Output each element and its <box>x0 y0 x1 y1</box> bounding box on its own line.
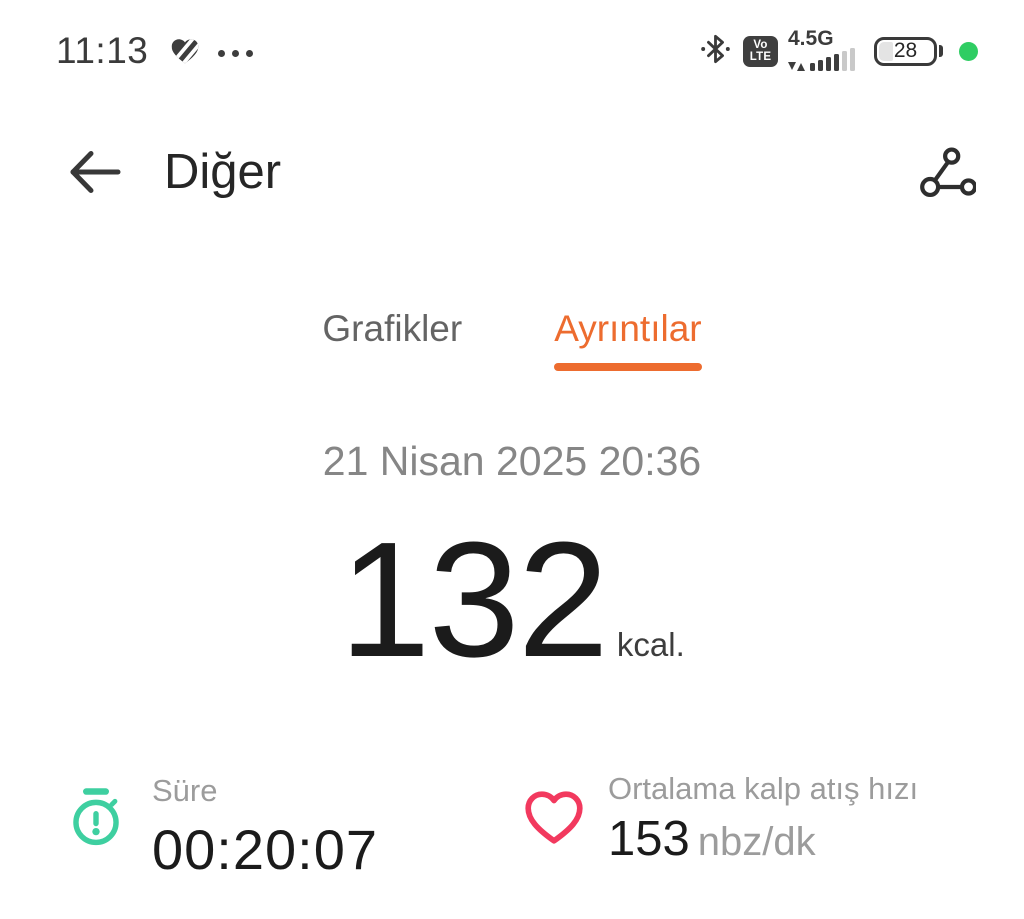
heart-rate-unit: nbz/dk <box>697 820 816 865</box>
status-bar: 11:13 <box>0 0 1024 88</box>
data-activity-arrows-icon <box>788 62 805 71</box>
session-datetime: 21 Nisan 2025 20:36 <box>322 438 702 484</box>
calories-value: 132 <box>339 508 609 691</box>
battery-icon: 28 <box>874 36 943 66</box>
tab-bar: Grafikler Ayrıntılar <box>0 308 1024 371</box>
arrow-left-icon <box>70 151 121 193</box>
notification-dots-icon <box>218 49 254 57</box>
bluetooth-icon <box>700 30 731 73</box>
back-button[interactable] <box>64 146 124 198</box>
tab-grafikler[interactable]: Grafikler <box>322 308 463 349</box>
page-title: Diğer <box>164 145 282 199</box>
heart-rate-stat: Ortalama kalp atış hızı 153 nbz/dk <box>522 770 918 867</box>
clock-time: 11:13 <box>56 30 149 71</box>
health-app-heart-icon <box>168 35 202 67</box>
duration-stat: Süre 00:20:07 <box>70 772 378 882</box>
network-type-label: 4.5G <box>788 27 834 50</box>
tab-ayrintilar[interactable]: Ayrıntılar <box>554 308 702 371</box>
share-button[interactable] <box>918 145 976 199</box>
stopwatch-icon <box>70 786 122 882</box>
cellular-signal-icon: 4.5G <box>788 27 860 73</box>
share-icon <box>920 147 976 198</box>
calories-block: 132 kcal. <box>0 508 1024 691</box>
duration-value: 00:20:07 <box>152 818 378 882</box>
volte-badge: Vo LTE <box>743 35 778 67</box>
heart-rate-label: Ortalama kalp atış hızı <box>608 771 919 806</box>
battery-fill-level <box>879 41 893 61</box>
header: Diğer <box>64 138 976 206</box>
privacy-indicator-dot <box>959 41 978 61</box>
heart-rate-value: 153 <box>608 812 690 867</box>
calories-unit: kcal. <box>616 626 685 663</box>
heart-icon <box>522 788 586 867</box>
battery-percent: 28 <box>893 39 918 62</box>
status-indicators: Vo LTE 4.5G <box>700 27 978 73</box>
duration-label: Süre <box>152 773 218 808</box>
